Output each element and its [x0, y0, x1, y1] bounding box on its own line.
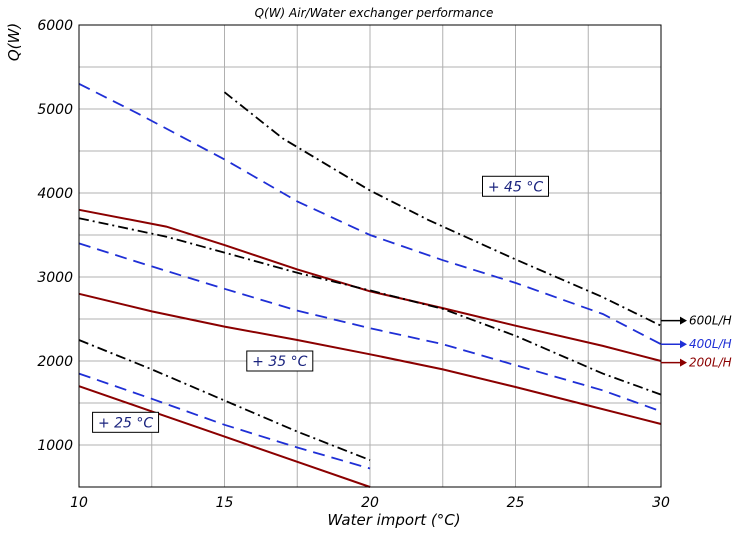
annotation-label: + 25 °C	[98, 415, 153, 431]
tick-labels: 10 15 20 25 30 1000 2000 3000 4000 5000 6000	[37, 18, 670, 511]
y-axis-label: Q(W)	[5, 23, 23, 61]
flow-arrow-head	[680, 316, 687, 325]
flow-labels: 600L/H 400L/H 200L/H	[661, 314, 732, 370]
flow-arrow-head	[680, 340, 687, 349]
annotation-label: + 35 °C	[252, 354, 307, 370]
x-tick-label: 25	[507, 495, 525, 511]
flow-label-text: 200L/H	[689, 356, 732, 370]
plot-frame	[78, 24, 662, 488]
series-line	[78, 339, 371, 461]
annotation: + 25 °C	[92, 411, 160, 433]
x-tick-label: 30	[652, 495, 670, 511]
y-tick-label: 4000	[37, 186, 73, 202]
series-line	[78, 82, 662, 345]
series-group	[78, 82, 662, 488]
flow-label-text: 600L/H	[689, 314, 732, 328]
series-line	[78, 242, 662, 413]
flow-label: 400L/H	[661, 337, 732, 351]
y-tick-label: 2000	[37, 354, 73, 370]
flow-label-text: 400L/H	[689, 337, 732, 351]
flow-label: 600L/H	[661, 314, 732, 328]
x-tick-label: 20	[361, 495, 379, 511]
annotation: + 35 °C	[246, 350, 314, 372]
series-line	[78, 372, 371, 470]
flow-arrow-head	[680, 358, 687, 367]
y-tick-label: 5000	[37, 102, 73, 118]
annotation-label: + 45 °C	[488, 179, 543, 195]
series-line	[223, 91, 662, 327]
series-line	[78, 292, 662, 425]
annotation: + 45 °C	[482, 175, 549, 197]
x-axis-label: Water import (°C)	[327, 511, 460, 529]
x-tick-label: 15	[216, 495, 234, 511]
grid	[78, 24, 662, 487]
chart-title: Q(W) Air/Water exchanger performance	[255, 6, 494, 20]
annotation-box	[482, 175, 549, 197]
series-line	[78, 217, 662, 396]
y-tick-label: 1000	[37, 438, 73, 454]
annotations: + 45 °C + 35 °C + 25 °C	[92, 175, 549, 433]
annotation-box	[92, 411, 160, 433]
annotation-box	[246, 350, 314, 372]
flow-label: 200L/H	[661, 356, 732, 370]
series-line	[78, 385, 371, 488]
y-tick-label: 6000	[37, 18, 73, 34]
x-tick-label: 10	[70, 495, 88, 511]
y-tick-label: 3000	[37, 270, 73, 286]
